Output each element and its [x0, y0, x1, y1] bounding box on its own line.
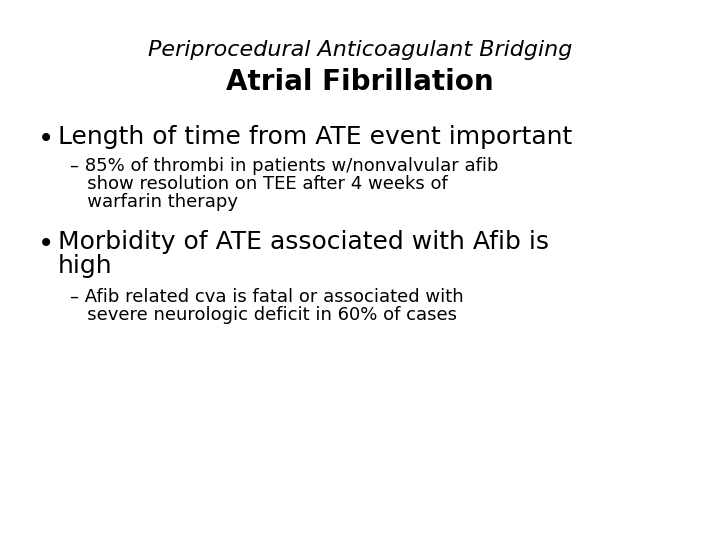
Text: – Afib related cva is fatal or associated with: – Afib related cva is fatal or associate…: [70, 288, 464, 306]
Text: high: high: [58, 254, 112, 278]
Text: Length of time from ATE event important: Length of time from ATE event important: [58, 125, 572, 149]
Text: show resolution on TEE after 4 weeks of: show resolution on TEE after 4 weeks of: [70, 175, 448, 193]
Text: •: •: [38, 125, 54, 153]
Text: •: •: [38, 230, 54, 258]
Text: Periprocedural Anticoagulant Bridging: Periprocedural Anticoagulant Bridging: [148, 40, 572, 60]
Text: warfarin therapy: warfarin therapy: [70, 193, 238, 211]
Text: – 85% of thrombi in patients w/nonvalvular afib: – 85% of thrombi in patients w/nonvalvul…: [70, 157, 498, 175]
Text: Atrial Fibrillation: Atrial Fibrillation: [226, 68, 494, 96]
Text: severe neurologic deficit in 60% of cases: severe neurologic deficit in 60% of case…: [70, 306, 457, 324]
Text: Morbidity of ATE associated with Afib is: Morbidity of ATE associated with Afib is: [58, 230, 549, 254]
